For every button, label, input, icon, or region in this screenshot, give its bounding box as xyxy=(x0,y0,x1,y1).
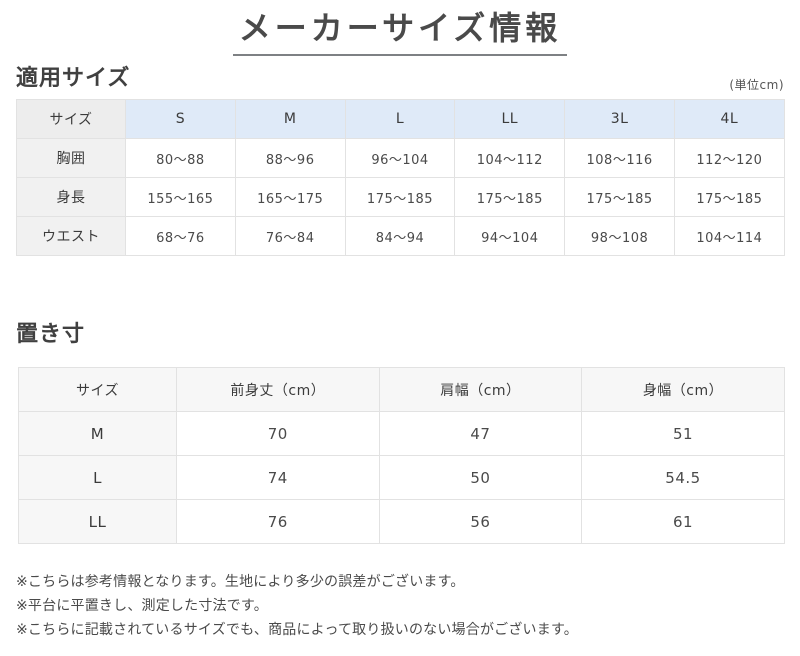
table-header-row: サイズ 前身丈（cm） 肩幅（cm） 身幅（cm） xyxy=(18,367,785,412)
cell-height-3l: 175〜185 xyxy=(564,177,675,217)
cell-height-m: 165〜175 xyxy=(234,177,346,217)
header-cell-size-3l: 3L xyxy=(564,99,675,139)
cell-waist-l: 84〜94 xyxy=(344,216,456,256)
cell-l-shoulder-width: 50 xyxy=(378,455,583,500)
cell-waist-s: 68〜76 xyxy=(125,216,236,256)
cell-ll-shoulder-width: 56 xyxy=(378,499,583,544)
page-title: メーカーサイズ情報 xyxy=(232,8,568,56)
unit-note: (単位cm) xyxy=(729,78,784,92)
footnote-line-1: ※こちらは参考情報となります。生地により多少の誤差がございます。 xyxy=(16,574,465,590)
section-heading-flat-measurement: 置き寸 xyxy=(16,322,86,347)
table-header-row: サイズ S M L LL 3L 4L xyxy=(16,99,785,139)
cell-ll-front-length: 76 xyxy=(176,499,380,544)
row-label-bust: 胸囲 xyxy=(16,138,126,178)
cell-waist-m: 76〜84 xyxy=(234,216,346,256)
flat-measurement-table: サイズ 前身丈（cm） 肩幅（cm） 身幅（cm） M 70 47 51 L 7… xyxy=(18,367,785,544)
header-cell-size-4l: 4L xyxy=(673,99,785,139)
table-row: L 74 50 54.5 xyxy=(18,455,785,500)
cell-bust-s: 80〜88 xyxy=(125,138,236,178)
row-label-size-ll: LL xyxy=(18,499,177,544)
cell-waist-ll: 94〜104 xyxy=(454,216,566,256)
table-row: 胸囲 80〜88 88〜96 96〜104 104〜112 108〜116 11… xyxy=(16,138,785,178)
cell-l-body-width: 54.5 xyxy=(581,455,785,500)
table-row: M 70 47 51 xyxy=(18,411,785,456)
header-cell-size: サイズ xyxy=(18,367,177,412)
row-label-size-m: M xyxy=(18,411,177,456)
cell-bust-m: 88〜96 xyxy=(234,138,346,178)
header-cell-shoulder-width: 肩幅（cm） xyxy=(378,367,583,412)
header-cell-body-width: 身幅（cm） xyxy=(581,367,785,412)
footnotes: ※こちらは参考情報となります。生地により多少の誤差がございます。 ※平台に平置き… xyxy=(16,570,786,642)
header-cell-size-s: S xyxy=(125,99,236,139)
cell-bust-3l: 108〜116 xyxy=(564,138,675,178)
row-label-size-l: L xyxy=(18,455,177,500)
table-row: 身長 155〜165 165〜175 175〜185 175〜185 175〜1… xyxy=(16,177,785,217)
cell-m-shoulder-width: 47 xyxy=(378,411,583,456)
header-cell-size-ll: LL xyxy=(454,99,566,139)
header-cell-size-m: M xyxy=(234,99,346,139)
footnote-line-3: ※こちらに記載されているサイズでも、商品によって取り扱いのない場合がございます。 xyxy=(16,622,578,638)
cell-waist-4l: 104〜114 xyxy=(673,216,785,256)
table-row: ウエスト 68〜76 76〜84 84〜94 94〜104 98〜108 104… xyxy=(16,216,785,256)
main-title-container: メーカーサイズ情報 xyxy=(0,8,800,56)
cell-ll-body-width: 61 xyxy=(581,499,785,544)
section-heading-applicable-size: 適用サイズ xyxy=(16,66,131,91)
cell-bust-4l: 112〜120 xyxy=(673,138,785,178)
header-cell-size-label: サイズ xyxy=(16,99,126,139)
cell-bust-ll: 104〜112 xyxy=(454,138,566,178)
cell-m-body-width: 51 xyxy=(581,411,785,456)
cell-height-s: 155〜165 xyxy=(125,177,236,217)
cell-bust-l: 96〜104 xyxy=(344,138,456,178)
table-row: LL 76 56 61 xyxy=(18,499,785,544)
cell-l-front-length: 74 xyxy=(176,455,380,500)
cell-height-ll: 175〜185 xyxy=(454,177,566,217)
row-label-height: 身長 xyxy=(16,177,126,217)
cell-height-4l: 175〜185 xyxy=(673,177,785,217)
applicable-size-table: サイズ S M L LL 3L 4L 胸囲 80〜88 88〜96 96〜104… xyxy=(16,99,785,256)
footnote-line-2: ※平台に平置きし、測定した寸法です。 xyxy=(16,598,268,614)
cell-waist-3l: 98〜108 xyxy=(564,216,675,256)
header-cell-front-length: 前身丈（cm） xyxy=(176,367,380,412)
header-cell-size-l: L xyxy=(344,99,456,139)
cell-m-front-length: 70 xyxy=(176,411,380,456)
row-label-waist: ウエスト xyxy=(16,216,126,256)
cell-height-l: 175〜185 xyxy=(344,177,456,217)
